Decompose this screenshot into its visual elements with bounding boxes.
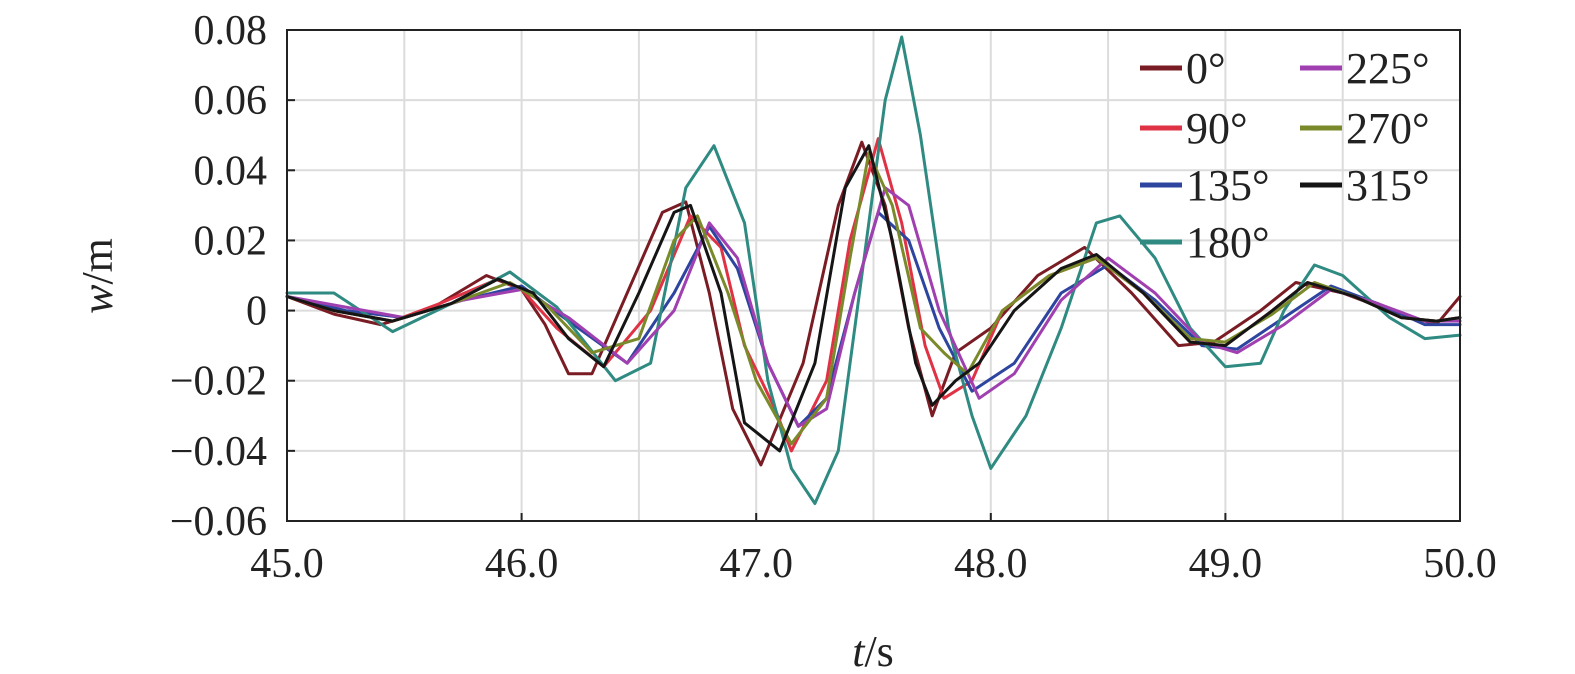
legend-entry: 0° [1140, 44, 1226, 93]
series-line-6 [285, 144, 1462, 453]
legend-label: 225° [1346, 44, 1430, 93]
legend-label: 90° [1186, 104, 1248, 153]
y-tick-labels: 0.08 0.06 0.04 0.02 0 −0.02 −0.04 −0.06 [170, 8, 267, 545]
y-tick-label: 0.06 [194, 78, 268, 124]
series-line-3 [285, 35, 1462, 505]
x-tick-label: 49.0 [1189, 541, 1263, 587]
legend-label: 0° [1186, 44, 1226, 93]
series-lines [285, 35, 1462, 505]
y-tick-label: 0 [246, 289, 267, 335]
legend-entry: 135° [1140, 161, 1270, 210]
y-tick-label: −0.06 [170, 499, 267, 545]
legend-entry: 225° [1300, 44, 1430, 93]
y-tick-label: 0.08 [194, 8, 268, 54]
y-tick-label: 0.04 [194, 148, 268, 194]
y-axis-label-unit: /m [73, 238, 122, 284]
x-axis-label: t/s [852, 627, 894, 674]
x-tick-label: 48.0 [954, 541, 1028, 587]
legend-label: 180° [1186, 218, 1270, 267]
x-tick-label: 50.0 [1423, 541, 1497, 587]
grid [286, 29, 1461, 522]
y-axis-label: w/m [73, 238, 122, 314]
series-line-5 [285, 151, 1462, 446]
legend-entry: 90° [1140, 104, 1248, 153]
legend-entry: 315° [1300, 161, 1430, 210]
series-line-0 [285, 140, 1462, 467]
y-tick-label: 0.02 [194, 218, 268, 264]
axes [286, 29, 1461, 522]
y-axis-label-italic: w [73, 284, 122, 314]
x-tick-label: 47.0 [719, 541, 793, 587]
legend-label: 315° [1346, 161, 1430, 210]
legend-label: 135° [1186, 161, 1270, 210]
x-axis-label-italic: t [852, 627, 866, 674]
legend: 0° 90° 135° 180° 225° 270° 315° [1140, 44, 1430, 267]
y-tick-label: −0.02 [170, 359, 267, 405]
legend-entry: 270° [1300, 104, 1430, 153]
y-tick-label: −0.04 [170, 429, 267, 475]
x-axis-label-unit: /s [864, 627, 893, 674]
legend-label: 270° [1346, 104, 1430, 153]
legend-entry: 180° [1140, 218, 1270, 267]
x-tick-label: 46.0 [485, 541, 559, 587]
x-tick-labels: 45.0 46.0 47.0 48.0 49.0 50.0 [250, 541, 1497, 587]
plot-frame [286, 29, 1461, 522]
x-tick-label: 45.0 [250, 541, 324, 587]
